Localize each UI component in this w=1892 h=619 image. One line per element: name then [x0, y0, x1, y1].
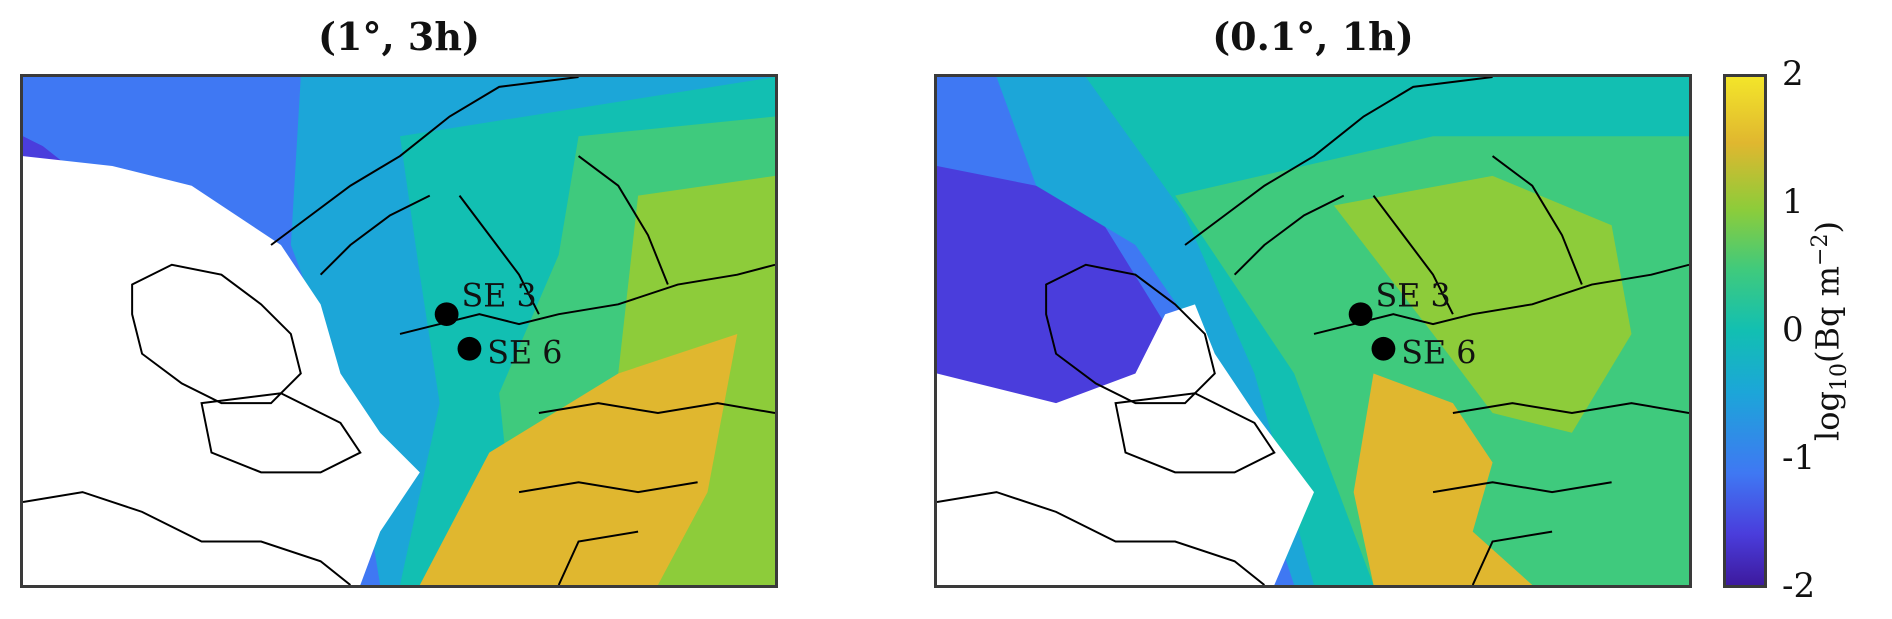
colorbar-tick-neg1: -1	[1782, 438, 1816, 478]
station-label-se3: SE 3	[462, 278, 537, 314]
colorbar-label-suffix: )	[1808, 221, 1847, 234]
colorbar-tick-2: 2	[1782, 54, 1804, 94]
colorbar-tick-neg2: -2	[1782, 566, 1816, 606]
station-marker-se3	[1348, 302, 1373, 327]
colorbar-label: log10(Bq m−2)	[1808, 221, 1852, 441]
colorbar-tick-1: 1	[1782, 182, 1804, 222]
station-label-se6: SE 6	[487, 336, 562, 372]
station-marker-se3	[434, 302, 459, 327]
colorbar-label-log: log	[1808, 390, 1847, 441]
field-orange	[1353, 373, 1533, 585]
colorbar-tick-0: 0	[1782, 310, 1804, 350]
map-right: SE 3 SE 6	[934, 74, 1692, 588]
station-marker-se6	[1371, 336, 1396, 361]
map-right-svg: SE 3 SE 6	[937, 77, 1689, 585]
station-label-se3: SE 3	[1376, 278, 1451, 314]
coastline-southern-norway	[131, 263, 302, 405]
colorbar-label-sub: 10	[1827, 362, 1853, 391]
coastline-southern-norway	[1045, 263, 1216, 405]
field-lime	[1333, 175, 1632, 433]
land-mask	[23, 156, 420, 585]
colorbar	[1723, 74, 1767, 588]
field-orange	[419, 333, 738, 585]
colorbar-label-sup: −2	[1807, 233, 1833, 266]
map-left-svg: SE 3 SE 6	[23, 77, 775, 585]
borders-continental	[1432, 402, 1689, 585]
border-sweden-finland	[458, 155, 669, 315]
border-sweden-finland	[1372, 155, 1583, 315]
land-mask	[937, 304, 1314, 585]
borders-continental	[518, 402, 775, 585]
coastline-netherlands	[23, 491, 352, 585]
station-label-se6: SE 6	[1401, 336, 1476, 372]
panel-title-right: (0.1°, 1h)	[1212, 14, 1414, 59]
coastline-denmark	[1114, 392, 1276, 474]
coastline-denmark	[200, 392, 362, 474]
coastline-norway	[1184, 77, 1493, 276]
station-marker-se6	[457, 336, 482, 361]
panel-title-left: (1°, 3h)	[318, 14, 480, 59]
colorbar-label-mid: (Bq m	[1808, 265, 1847, 363]
coastline-norway	[270, 77, 579, 276]
coastline-netherlands	[937, 491, 1266, 585]
map-left: SE 3 SE 6	[20, 74, 778, 588]
